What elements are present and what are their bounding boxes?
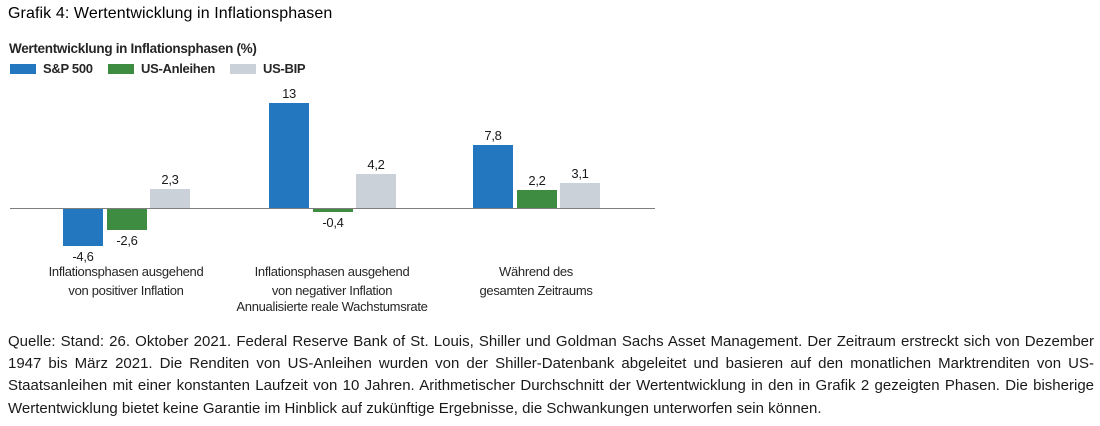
bar-value-label-us-bip-group3: 3,1	[571, 166, 589, 182]
bar-us-anleihen-group1	[107, 209, 147, 230]
chart-title: Wertentwicklung in Inflationsphasen (%)	[9, 41, 257, 56]
x-axis-category-label-group2: Inflationsphasen ausgehend von negativer …	[254, 264, 410, 298]
bar-s-p-500-group2	[269, 103, 309, 208]
bar-value-label-us-anleihen-group2: -0,4	[322, 215, 344, 231]
bar-s-p-500-group3	[473, 145, 513, 208]
bar-value-label-us-anleihen-group1: -2,6	[116, 232, 138, 248]
legend-item-us-bip: US-BIP	[230, 61, 306, 76]
bar-value-label-us-anleihen-group3: 2,2	[528, 173, 546, 189]
legend-swatch-us-anleihen-icon	[108, 63, 134, 74]
legend-swatch-sp500-icon	[10, 63, 36, 74]
bar-us-anleihen-group2	[313, 209, 353, 213]
legend-item-sp500: S&P 500	[10, 61, 93, 76]
bar-value-label-us-bip-group1: 2,3	[161, 172, 179, 188]
bar-value-label-s-p-500-group3: 7,8	[484, 128, 502, 144]
bar-us-bip-group1	[150, 189, 190, 208]
bar-s-p-500-group1	[63, 209, 103, 247]
legend-swatch-us-bip-icon	[230, 63, 256, 74]
legend-label-sp500: S&P 500	[43, 61, 93, 76]
page-title: Grafik 4: Wertentwicklung in Inflationsp…	[8, 5, 333, 22]
zero-axis-line	[10, 208, 655, 209]
bar-us-bip-group2	[356, 174, 396, 208]
x-axis-title: Annualisierte reale Wachstumsrate	[236, 299, 428, 314]
bar-us-anleihen-group3	[517, 190, 557, 208]
legend-item-us-anleihen: US-Anleihen	[108, 61, 215, 76]
bar-value-label-s-p-500-group2: 13	[282, 86, 296, 102]
bar-us-bip-group3	[560, 183, 600, 208]
bar-value-label-us-bip-group2: 4,2	[367, 157, 385, 173]
source-note: Quelle: Stand: 26. Oktober 2021. Federal…	[8, 333, 1094, 417]
plot-area: Annualisierte reale Wachstumsrate -4,6 13…	[0, 85, 680, 320]
bar-value-label-s-p-500-group1: -4,6	[72, 249, 94, 265]
x-axis-category-label-group3: Während des gesamten Zeitraums	[479, 264, 593, 298]
legend-label-us-bip: US-BIP	[263, 61, 306, 76]
x-axis-category-label-group1: Inflationsphasen ausgehend von positiver …	[48, 264, 204, 298]
legend-label-us-anleihen: US-Anleihen	[141, 61, 215, 76]
